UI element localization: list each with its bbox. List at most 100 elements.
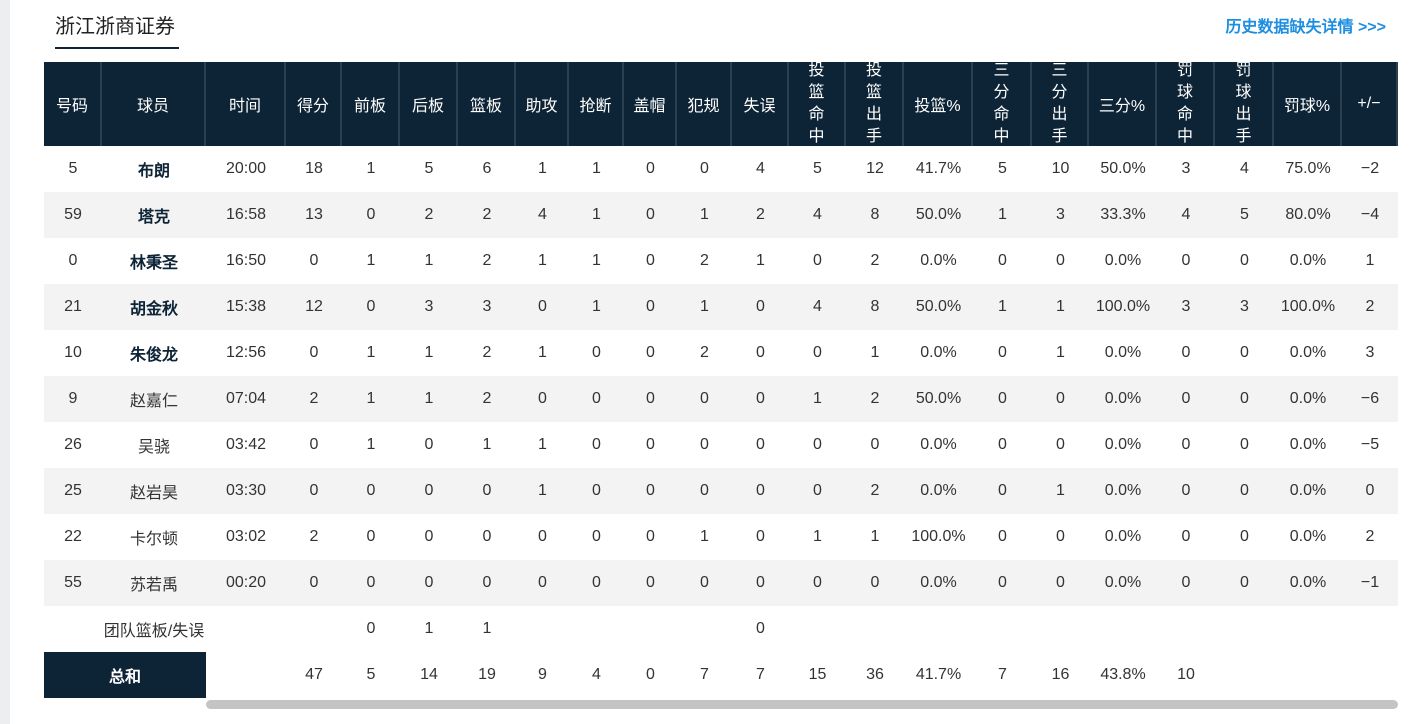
- table-cell: 2: [1365, 528, 1375, 545]
- table-cell: 0: [424, 574, 434, 591]
- table-cell: 1: [538, 344, 547, 361]
- table-cell: 0: [998, 436, 1007, 453]
- table-cell: −1: [1360, 574, 1380, 591]
- table-cell: 100.0%: [911, 528, 966, 545]
- table-cell: 0.0%: [1289, 390, 1327, 407]
- column-header: 抢断: [569, 62, 624, 146]
- table-cell: 0: [1181, 528, 1191, 545]
- table-cell: 1: [592, 298, 601, 315]
- table-cell: 0: [700, 574, 709, 591]
- table-cell: 3: [1240, 298, 1249, 315]
- table-cell: 3: [424, 298, 434, 315]
- table-cell: 0: [366, 206, 376, 223]
- table-cell: 26: [64, 436, 82, 453]
- header-bg: [44, 62, 1398, 146]
- table-cell: 0: [366, 574, 376, 591]
- row-bg: [44, 146, 1398, 192]
- table-cell: 2: [1365, 298, 1375, 315]
- table-cell: 0: [813, 344, 822, 361]
- table-cell: 0: [1056, 528, 1065, 545]
- row-bg: [44, 422, 1398, 468]
- table-cell: 12:56: [225, 344, 267, 361]
- table-cell: 苏若禹: [129, 577, 178, 594]
- table-cell: −2: [1360, 160, 1380, 177]
- table-cell: 0: [366, 528, 376, 545]
- table-cell: 16:50: [225, 252, 267, 269]
- total-cell: 0: [646, 666, 655, 683]
- column-header: 前板: [342, 62, 400, 146]
- table-cell: 2: [482, 206, 492, 223]
- table-cell: 5: [1240, 206, 1249, 223]
- table-cell: 0: [366, 298, 376, 315]
- table-cell: 0: [592, 574, 601, 591]
- total-cell: 5: [366, 666, 376, 683]
- table-cell: 25: [64, 482, 82, 499]
- table-cell: 3: [1181, 298, 1191, 315]
- row-bg: [44, 468, 1398, 514]
- table-cell: 0: [309, 482, 319, 499]
- table-cell: 2: [700, 344, 709, 361]
- table-cell: 03:02: [225, 528, 267, 545]
- total-cell: 43.8%: [1100, 666, 1146, 683]
- table-cell: 2: [870, 482, 880, 499]
- table-cell: 0: [646, 436, 655, 453]
- table-cell: 0.0%: [1104, 344, 1142, 361]
- table-cell: 22: [64, 528, 82, 545]
- table-cell: 0: [1240, 344, 1249, 361]
- table-cell: 0: [1240, 436, 1249, 453]
- column-header: 球员: [102, 62, 206, 146]
- table-cell: 0.0%: [1289, 482, 1327, 499]
- table-cell: 4: [1181, 206, 1191, 223]
- table-cell: 1: [756, 252, 765, 269]
- table-cell: 0: [998, 252, 1007, 269]
- table-cell: 0: [998, 574, 1007, 591]
- table-cell: 0: [1240, 390, 1249, 407]
- total-cell: 16: [1051, 666, 1070, 683]
- table-cell: 0.0%: [920, 436, 957, 453]
- column-header: 投篮%: [904, 62, 973, 146]
- scrollbar[interactable]: [206, 700, 1398, 709]
- table-cell: 0.0%: [920, 252, 957, 269]
- table-cell: 2: [870, 390, 880, 407]
- table-cell: 13: [305, 206, 323, 223]
- table-cell: 1: [1056, 482, 1065, 499]
- table-cell: 0: [998, 390, 1007, 407]
- team-title: 浙江浙商证券: [55, 16, 175, 38]
- table-cell: 21: [64, 298, 82, 315]
- table-cell: 1: [482, 436, 492, 453]
- table-cell: 0.0%: [920, 482, 957, 499]
- table-cell: 0: [700, 390, 709, 407]
- column-header: 三分命中: [973, 62, 1032, 146]
- table-cell: 朱俊龙: [129, 347, 178, 364]
- table-cell: 50.0%: [1100, 160, 1146, 177]
- table-cell: 0: [592, 482, 601, 499]
- table-cell: 9: [68, 390, 78, 407]
- column-header: 时间: [206, 62, 286, 146]
- table-cell: 1: [538, 160, 547, 177]
- table-cell: 1: [870, 344, 880, 361]
- table-cell: 1: [870, 528, 880, 545]
- table-cell: 20:00: [225, 160, 267, 177]
- table-cell: 6: [482, 160, 492, 177]
- table-cell: 2: [309, 390, 319, 407]
- table-cell: 2: [482, 252, 492, 269]
- table-cell: 0: [700, 160, 709, 177]
- total-cell: 47: [305, 666, 323, 683]
- table-cell: 0: [700, 482, 709, 499]
- total-cell: 15: [808, 666, 827, 683]
- title-underline: [55, 47, 179, 49]
- row-bg: [44, 376, 1398, 422]
- history-link[interactable]: 历史数据缺失详情 >>>: [1225, 19, 1386, 36]
- table-cell: 12: [866, 160, 884, 177]
- table-cell: 0: [813, 482, 822, 499]
- table-cell: 0: [646, 344, 655, 361]
- table-cell: 0: [870, 436, 880, 453]
- table-cell: 3: [482, 298, 492, 315]
- table-cell: 0: [1056, 252, 1065, 269]
- table-cell: 1: [366, 390, 376, 407]
- column-header: 犯规: [677, 62, 732, 146]
- table-cell: 3: [1056, 206, 1065, 223]
- table-cell: 0: [424, 482, 434, 499]
- table-cell: 33.3%: [1100, 206, 1146, 223]
